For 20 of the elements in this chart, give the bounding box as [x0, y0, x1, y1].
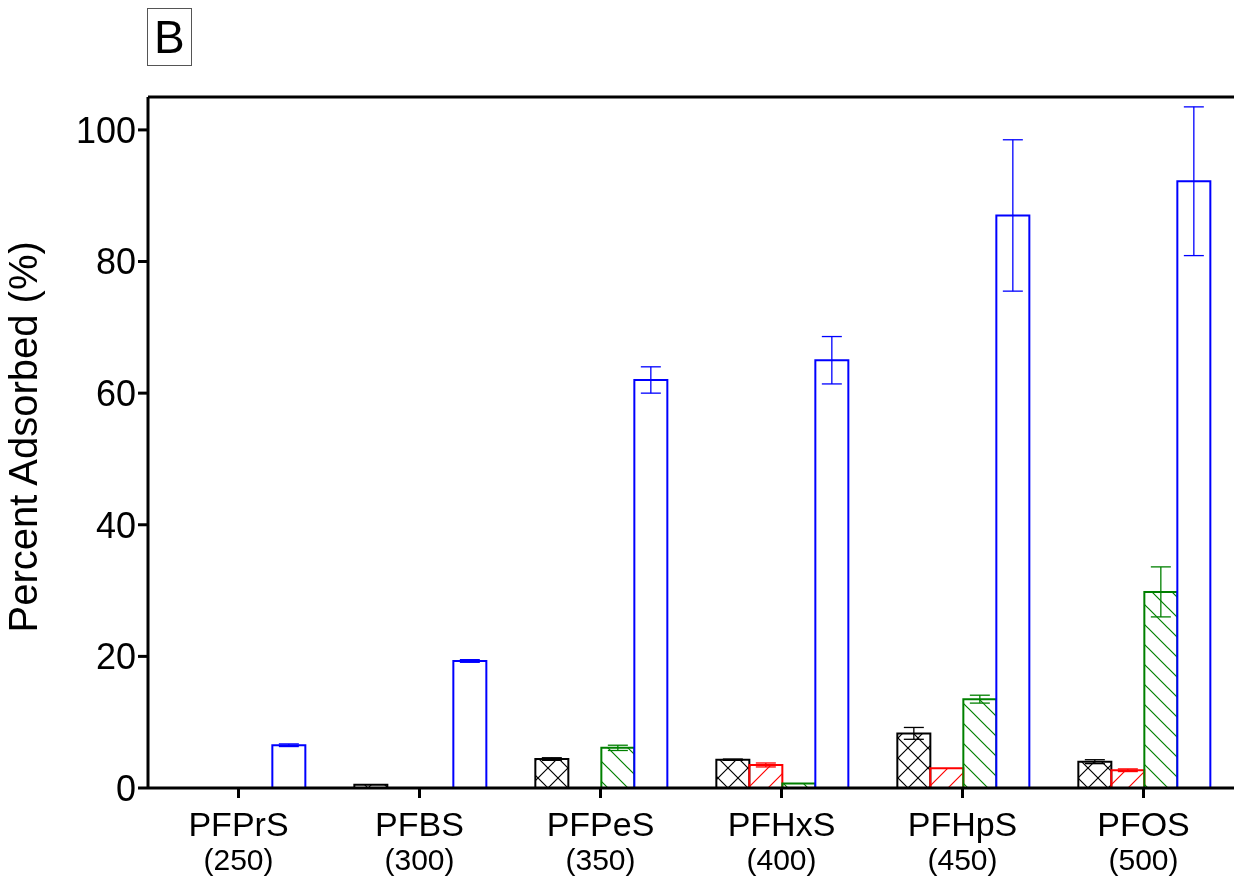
- chart-title: B: [147, 8, 192, 66]
- bar: [452, 659, 488, 788]
- bar: [271, 744, 307, 788]
- y-tick-label: 80: [95, 241, 136, 283]
- y-tick-label: 40: [95, 504, 136, 546]
- y-tick-label: 0: [115, 767, 136, 809]
- y-tick-label: 20: [95, 636, 136, 678]
- x-tick-label: PFPrS (250): [188, 805, 289, 876]
- y-axis-title: Percent Adsorbed (%): [1, 241, 46, 633]
- y-tick-label: 60: [95, 372, 136, 414]
- bar: [748, 763, 784, 788]
- bar: [600, 746, 636, 788]
- y-tick-label: 100: [75, 109, 136, 151]
- bar: [962, 698, 998, 788]
- x-tick-label: PFHxS (400): [727, 805, 836, 876]
- bar: [929, 767, 965, 788]
- x-tick-label: PFHpS (450): [907, 805, 1018, 876]
- x-tick-label: PFPeS (350): [546, 805, 655, 876]
- x-tick-label: PFBS (300): [375, 805, 464, 876]
- x-tick-label: PFOS (500): [1097, 805, 1190, 876]
